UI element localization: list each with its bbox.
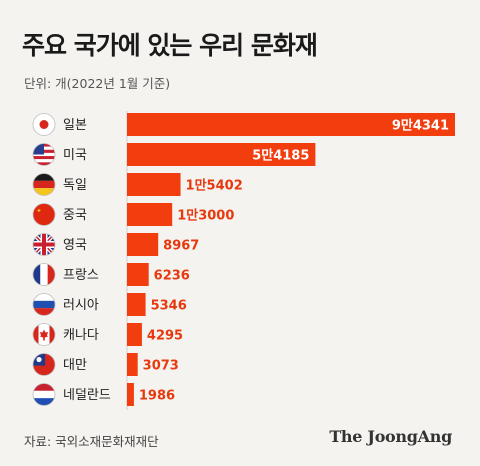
- bar-row: 대만 3073: [32, 353, 179, 376]
- bar-row: 네덜란드 1986: [32, 383, 175, 406]
- bar: [127, 353, 138, 376]
- germany-flag-icon: [32, 173, 56, 196]
- chart-title: 주요 국가에 있는 우리 문화재: [22, 31, 318, 60]
- russia-flag-icon: [32, 293, 56, 316]
- value-label: 1986: [139, 389, 175, 404]
- bar-row: 독일 1만5402: [32, 173, 243, 196]
- bar-row: 프랑스 6236: [32, 263, 190, 286]
- country-label: 네덜란드: [63, 388, 111, 403]
- value-label: 4295: [147, 329, 183, 344]
- value-label: 5만4185: [252, 148, 309, 164]
- bar: [127, 143, 316, 166]
- value-label: 6236: [154, 269, 190, 284]
- country-label: 일본: [63, 118, 87, 133]
- bar: [127, 233, 159, 256]
- bar-row: 중국 1만3000: [32, 203, 234, 226]
- canada-flag-icon: [32, 323, 56, 346]
- bar: [127, 113, 455, 136]
- country-label: 독일: [63, 178, 87, 193]
- value-label: 1만5402: [186, 178, 243, 194]
- bar-chart: 일본 9만4341 미국 5만4185 독일 1만5402 중국 1만3000 영국 8967 프랑…: [32, 111, 455, 410]
- country-label: 중국: [63, 208, 87, 223]
- usa-flag-icon: [32, 143, 56, 166]
- value-label: 1만3000: [177, 208, 234, 224]
- bar-row: 미국 5만4185: [32, 143, 316, 166]
- bar-row: 영국 8967: [32, 233, 199, 256]
- bar: [127, 263, 149, 286]
- china-flag-icon: [32, 203, 56, 226]
- value-label: 9만4341: [392, 118, 449, 134]
- value-label: 3073: [143, 359, 179, 374]
- bar: [127, 323, 142, 346]
- netherlands-flag-icon: [32, 383, 56, 406]
- country-label: 러시아: [63, 298, 99, 313]
- brand-logo: The JoongAng: [329, 427, 452, 446]
- france-flag-icon: [32, 263, 56, 286]
- bar: [127, 203, 173, 226]
- uk-flag-icon: [32, 233, 56, 256]
- value-label: 5346: [151, 299, 187, 314]
- bar: [127, 173, 181, 196]
- bar-row: 캐나다 4295: [32, 323, 183, 346]
- source-note: 자료: 국외소재문화재재단: [24, 434, 159, 449]
- country-label: 프랑스: [63, 268, 99, 283]
- value-label: 8967: [163, 239, 199, 254]
- bar-row: 일본 9만4341: [32, 113, 455, 136]
- country-label: 대만: [63, 358, 87, 373]
- bar: [127, 383, 134, 406]
- unit-note: 단위: 개(2022년 1월 기준): [24, 76, 171, 91]
- bar: [127, 293, 146, 316]
- taiwan-flag-icon: [32, 353, 56, 376]
- country-label: 캐나다: [63, 328, 99, 343]
- japan-flag-icon: [32, 113, 56, 136]
- country-label: 미국: [63, 148, 87, 163]
- country-label: 영국: [63, 238, 87, 253]
- bar-row: 러시아 5346: [32, 293, 187, 316]
